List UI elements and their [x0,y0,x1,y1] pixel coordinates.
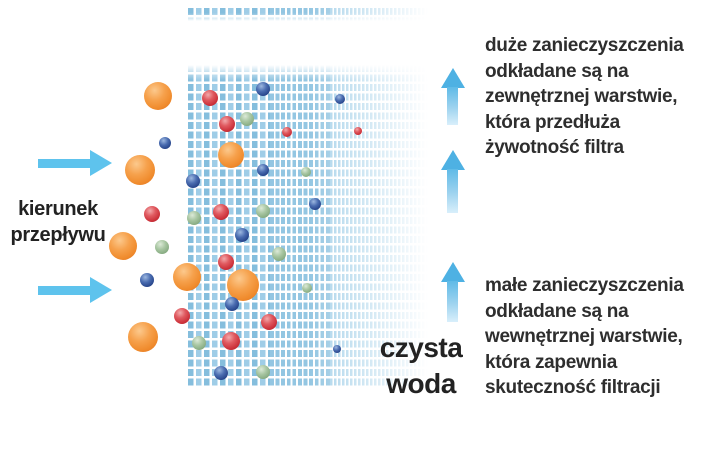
inner-layer-note: małe zanieczyszczenia odkładane są na we… [485,273,710,401]
particle-green [192,336,206,350]
particle-green [301,167,311,177]
flow-direction-label: kierunek przepływu [0,196,116,248]
particle-blue [235,228,249,242]
particle-red [174,308,190,324]
particle-blue [257,164,269,176]
particle-blue [333,345,341,353]
particle-green [187,211,201,225]
particle-red [222,332,240,350]
particle-blue [140,273,154,287]
mesh-filter [188,8,428,388]
arrow-shaft [447,169,458,213]
clean-water-label: czysta woda [366,330,476,402]
flow-arrow-up [441,68,465,125]
outer-note-line3: zewnętrznej warstwie, [485,86,678,107]
flow-direction-line1: kierunek [18,198,98,220]
particle-orange [173,263,201,291]
particle-red [261,314,277,330]
outer-note-line2: odkładane są na [485,60,629,82]
particle-blue [159,137,171,149]
particle-orange [125,155,155,185]
flow-arrow-up [441,262,465,322]
particle-orange [128,322,158,352]
outer-layer-note: duże zanieczyszczenia odkładane są na ze… [485,33,710,161]
particle-orange [109,232,137,260]
particle-blue [186,174,200,188]
particle-red [202,90,218,106]
particle-red [282,127,292,137]
mesh-right-fade [188,8,428,388]
particle-green [302,283,312,293]
inner-note-line4: która zapewnia [485,351,618,373]
clean-water-line1: czysta [379,332,463,363]
inner-note-line5: skuteczność filtracji [485,377,661,398]
arrow-shaft [447,281,458,322]
outer-note-line5: żywotność filtra [485,137,624,158]
particle-blue [214,366,228,380]
particle-green [256,204,270,218]
particle-blue [309,198,321,210]
inner-note-line3: wewnętrznej warstwie, [485,326,683,347]
particle-blue [256,82,270,96]
flow-direction-line2: przepływu [10,224,106,246]
arrow-shaft [38,286,92,295]
arrow-shaft [38,159,92,168]
particle-blue [335,94,345,104]
particle-red [213,204,229,220]
arrow-shaft [447,87,458,125]
outer-note-line1: duże zanieczyszczenia [485,35,684,56]
particle-red [219,116,235,132]
particle-orange [144,82,172,110]
particle-green [256,365,270,379]
particle-green [155,240,169,254]
flow-arrow-up [441,150,465,213]
inner-note-line1: małe zanieczyszczenia [485,275,684,296]
particle-orange [227,269,259,301]
particle-green [240,112,254,126]
flow-arrow-right [38,277,112,303]
particle-green [272,247,286,261]
clean-water-line2: woda [386,368,456,399]
outer-note-line4: która przedłuża [485,111,620,133]
particle-blue [225,297,239,311]
particle-red [218,254,234,270]
particle-orange [218,142,244,168]
flow-arrow-right [38,150,112,176]
particle-red [354,127,362,135]
inner-note-line2: odkładane są na [485,300,629,322]
particle-red [144,206,160,222]
